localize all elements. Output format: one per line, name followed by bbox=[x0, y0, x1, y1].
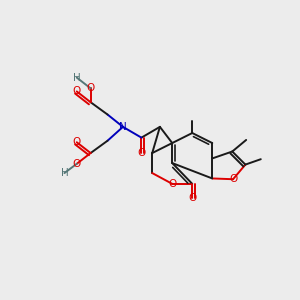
Text: O: O bbox=[86, 83, 95, 93]
Text: O: O bbox=[73, 159, 81, 169]
Text: H: H bbox=[61, 168, 68, 178]
Text: O: O bbox=[73, 86, 81, 96]
Text: H: H bbox=[73, 73, 81, 82]
Text: O: O bbox=[188, 193, 196, 203]
Text: O: O bbox=[137, 148, 146, 158]
Text: O: O bbox=[229, 174, 237, 184]
Text: O: O bbox=[73, 137, 81, 147]
Text: N: N bbox=[119, 122, 127, 132]
Text: O: O bbox=[168, 179, 176, 189]
